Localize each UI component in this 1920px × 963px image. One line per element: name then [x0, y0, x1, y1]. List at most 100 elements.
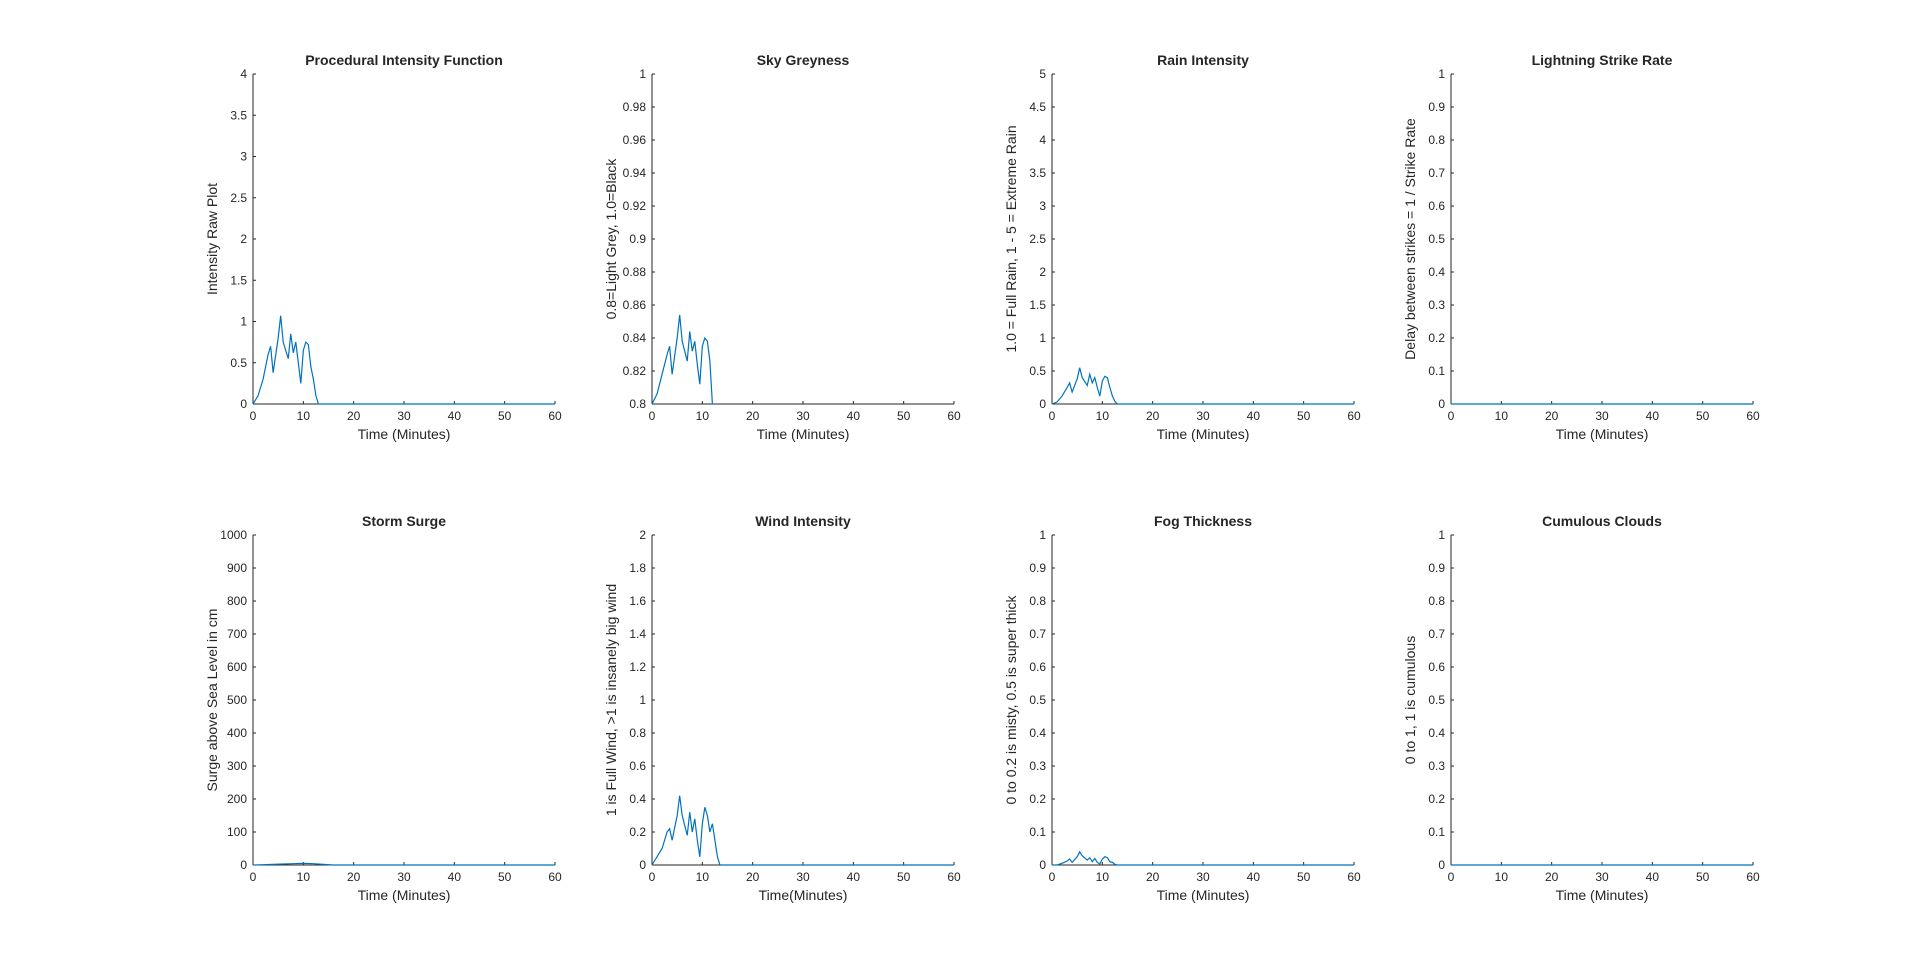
y-tick-label: 4.5	[1029, 100, 1046, 114]
y-tick-label: 0.2	[1029, 792, 1046, 806]
series-line	[1051, 367, 1354, 405]
series-line	[651, 795, 954, 866]
y-tick-label: 1	[1039, 331, 1046, 345]
x-tick-label: 20	[1146, 409, 1160, 423]
x-tick-label: 50	[498, 870, 512, 884]
y-tick-label: 0.94	[623, 166, 647, 180]
y-tick-label: 0.5	[1428, 232, 1445, 246]
x-tick-label: 60	[548, 409, 562, 423]
y-tick-label: 300	[227, 759, 247, 773]
y-tick-label: 0.8	[629, 397, 646, 411]
x-tick-label: 60	[947, 409, 961, 423]
y-tick-label: 1.8	[629, 561, 646, 575]
y-tick-label: 0.8	[1428, 133, 1445, 147]
x-tick-label: 30	[796, 870, 810, 884]
series-line	[651, 314, 715, 405]
x-tick-label: 0	[649, 870, 656, 884]
x-tick-label: 20	[746, 870, 760, 884]
chart-title: Procedural Intensity Function	[305, 52, 503, 68]
y-axis-label: 0.8=Light Grey, 1.0=Black	[603, 158, 619, 320]
y-tick-label: 0.9	[1428, 100, 1445, 114]
chart-title: Storm Surge	[362, 513, 446, 529]
y-tick-label: 0.1	[1428, 825, 1445, 839]
subplot: Fog Thickness 0 10 20 30 40 50 60 0 0.1 0.2 0.3 0.4 0…	[1003, 513, 1361, 903]
y-tick-label: 500	[227, 693, 247, 707]
x-tick-label: 50	[1696, 409, 1710, 423]
x-tick-label: 40	[847, 409, 861, 423]
y-axis-label: 0 to 1, 1 is cumulous	[1402, 636, 1418, 764]
x-tick-label: 10	[1495, 870, 1509, 884]
y-tick-label: 200	[227, 792, 247, 806]
x-tick-label: 50	[897, 409, 911, 423]
y-tick-label: 0.5	[1428, 693, 1445, 707]
y-tick-label: 1	[639, 67, 646, 81]
y-tick-label: 5	[1039, 67, 1046, 81]
x-axis-label: Time (Minutes)	[358, 426, 451, 442]
subplot: Sky Greyness 0 10 20 30 40 50 60 0.8 0.82 0.84 0.86…	[603, 52, 961, 442]
y-tick-label: 3.5	[1029, 166, 1046, 180]
y-tick-label: 0.6	[1029, 660, 1046, 674]
subplot: Lightning Strike Rate 0 10 20 30 40 50 60 0 0.1 0.…	[1402, 52, 1760, 442]
x-tick-label: 60	[1746, 870, 1760, 884]
x-tick-label: 0	[1049, 409, 1056, 423]
y-tick-label: 0.2	[1428, 331, 1445, 345]
x-tick-label: 50	[498, 409, 512, 423]
x-tick-label: 60	[1746, 409, 1760, 423]
y-axis-label: Intensity Raw Plot	[204, 183, 220, 295]
x-tick-label: 40	[1646, 870, 1660, 884]
y-tick-label: 1.4	[629, 627, 646, 641]
y-tick-label: 800	[227, 594, 247, 608]
subplot: Wind Intensity 0 10 20 30 40 50 60 0 0.2 0.4 0.6 0.8…	[603, 513, 961, 903]
y-tick-label: 2	[639, 528, 646, 542]
x-tick-label: 0	[1049, 870, 1056, 884]
x-tick-label: 0	[250, 409, 257, 423]
x-tick-label: 30	[1196, 409, 1210, 423]
x-axis-label: Time (Minutes)	[1157, 426, 1250, 442]
x-tick-label: 50	[1297, 870, 1311, 884]
x-tick-label: 50	[1297, 409, 1311, 423]
y-tick-label: 900	[227, 561, 247, 575]
y-tick-label: 1000	[220, 528, 247, 542]
y-tick-label: 1	[639, 693, 646, 707]
x-tick-label: 40	[448, 870, 462, 884]
y-tick-label: 0.96	[623, 133, 647, 147]
series-line	[252, 315, 555, 405]
y-tick-label: 0.3	[1428, 759, 1445, 773]
y-tick-label: 0.3	[1428, 298, 1445, 312]
y-tick-label: 0.86	[623, 298, 647, 312]
y-tick-label: 0.4	[629, 792, 646, 806]
y-tick-label: 1.5	[230, 273, 247, 287]
y-tick-label: 0	[240, 397, 247, 411]
y-tick-label: 2.5	[230, 191, 247, 205]
y-tick-label: 0.2	[629, 825, 646, 839]
y-tick-label: 1.5	[1029, 298, 1046, 312]
y-tick-label: 0.8	[629, 726, 646, 740]
y-tick-label: 0.8	[1428, 594, 1445, 608]
y-tick-label: 0.82	[623, 364, 647, 378]
x-tick-label: 20	[347, 870, 361, 884]
y-tick-label: 0.1	[1428, 364, 1445, 378]
x-tick-label: 30	[1595, 409, 1609, 423]
y-tick-label: 0	[240, 858, 247, 872]
x-tick-label: 40	[847, 870, 861, 884]
y-tick-label: 0.6	[1428, 660, 1445, 674]
x-tick-label: 40	[1247, 409, 1261, 423]
y-tick-label: 0.2	[1428, 792, 1445, 806]
y-axis-label: Surge above Sea Level in cm	[204, 609, 220, 792]
x-tick-label: 20	[1146, 870, 1160, 884]
x-tick-label: 60	[1347, 409, 1361, 423]
y-tick-label: 0.4	[1428, 726, 1445, 740]
x-tick-label: 50	[1696, 870, 1710, 884]
y-tick-label: 100	[227, 825, 247, 839]
x-tick-label: 10	[696, 409, 710, 423]
y-axis-label: 0 to 0.2 is misty, 0.5 is super thick	[1003, 594, 1019, 804]
y-tick-label: 3	[1039, 199, 1046, 213]
x-tick-label: 20	[347, 409, 361, 423]
y-tick-label: 0.8	[1029, 594, 1046, 608]
x-tick-label: 60	[1347, 870, 1361, 884]
y-tick-label: 0.5	[230, 356, 247, 370]
y-tick-label: 0.84	[623, 331, 647, 345]
y-tick-label: 0	[1039, 397, 1046, 411]
x-tick-label: 50	[897, 870, 911, 884]
